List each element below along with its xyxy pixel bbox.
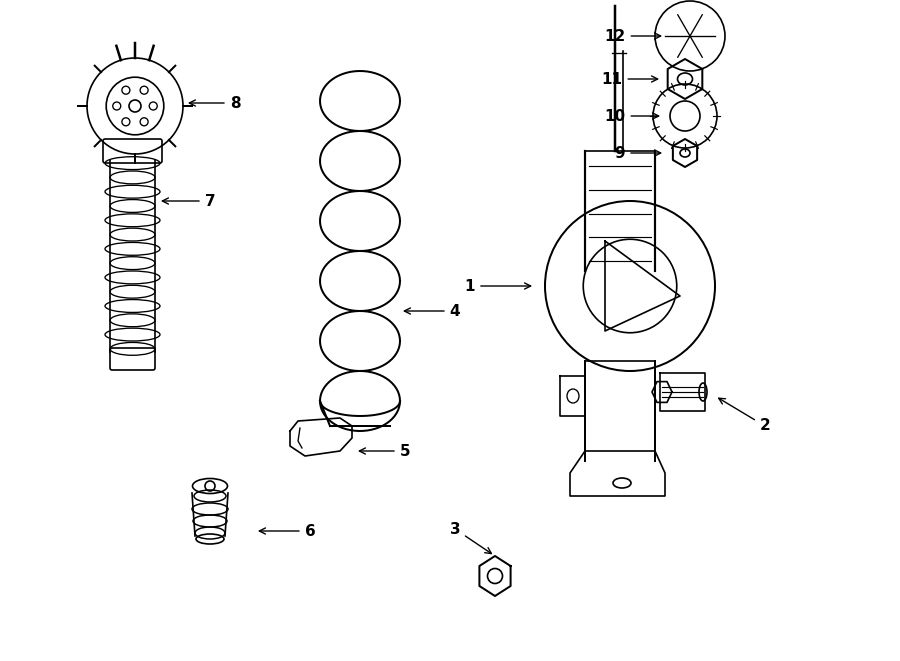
Text: 6: 6 (259, 524, 315, 539)
Text: 2: 2 (719, 398, 770, 434)
Text: 11: 11 (601, 71, 658, 87)
Text: 3: 3 (450, 522, 491, 553)
Text: 12: 12 (605, 28, 661, 44)
Text: 1: 1 (464, 278, 531, 293)
Text: 4: 4 (404, 303, 460, 319)
Text: 5: 5 (359, 444, 410, 459)
Text: 10: 10 (605, 108, 659, 124)
Text: 7: 7 (162, 194, 215, 208)
Text: 9: 9 (615, 145, 661, 161)
Text: 8: 8 (189, 95, 240, 110)
